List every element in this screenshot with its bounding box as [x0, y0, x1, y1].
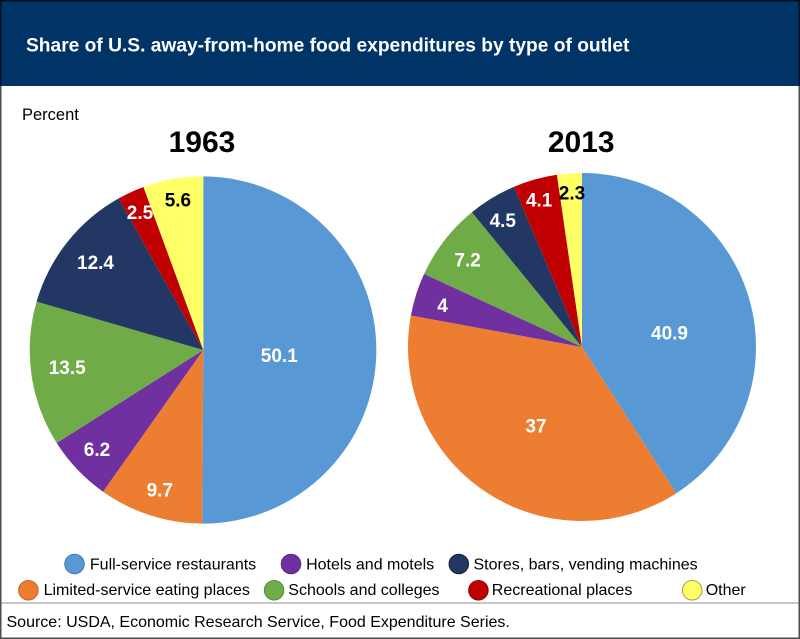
- svg-text:37: 37: [525, 416, 546, 437]
- svg-text:2013: 2013: [548, 126, 615, 159]
- svg-text:Source: USDA, Economic Researc: Source: USDA, Economic Research Service,…: [7, 614, 510, 631]
- svg-text:12.4: 12.4: [77, 253, 114, 274]
- svg-text:9.7: 9.7: [147, 480, 173, 501]
- svg-text:Share of U.S. away-from-home f: Share of U.S. away-from-home food expend…: [26, 36, 630, 57]
- svg-text:Stores, bars, vending machines: Stores, bars, vending machines: [474, 557, 698, 574]
- svg-text:5.6: 5.6: [165, 190, 191, 211]
- svg-text:Other: Other: [706, 582, 747, 599]
- svg-text:2.3: 2.3: [559, 184, 585, 205]
- svg-text:Limited-service eating places: Limited-service eating places: [44, 582, 250, 599]
- svg-text:7.2: 7.2: [454, 250, 480, 271]
- svg-text:50.1: 50.1: [261, 346, 298, 367]
- svg-text:6.2: 6.2: [84, 440, 110, 461]
- svg-text:4.1: 4.1: [526, 190, 553, 211]
- svg-text:Full-service restaurants: Full-service restaurants: [90, 557, 256, 574]
- svg-text:Recreational places: Recreational places: [492, 582, 633, 599]
- svg-text:1963: 1963: [169, 126, 236, 159]
- svg-text:Hotels and motels: Hotels and motels: [306, 557, 434, 574]
- svg-text:40.9: 40.9: [651, 324, 688, 345]
- svg-text:2.5: 2.5: [127, 203, 154, 224]
- svg-text:Percent: Percent: [22, 106, 79, 124]
- svg-text:Schools and colleges: Schools and colleges: [288, 582, 439, 599]
- svg-text:13.5: 13.5: [49, 358, 86, 379]
- svg-text:4.5: 4.5: [490, 211, 517, 232]
- svg-text:4: 4: [437, 296, 448, 317]
